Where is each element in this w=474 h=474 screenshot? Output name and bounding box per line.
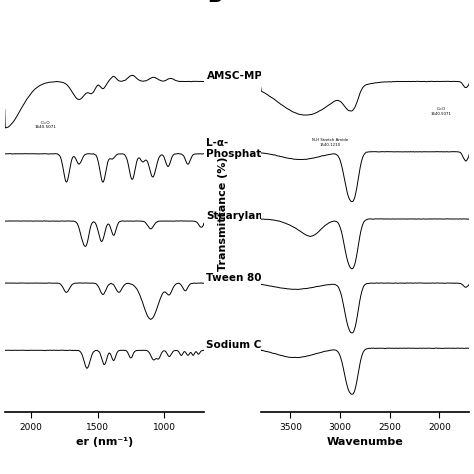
Text: C=O
1640.5071: C=O 1640.5071 (431, 107, 452, 116)
Text: L-α-
Phosphatidylcholine: L-α- Phosphatidylcholine (207, 138, 326, 159)
Text: C=O
1640.5071: C=O 1640.5071 (35, 121, 57, 129)
Text: AMSC-MP: AMSC-MP (207, 71, 263, 81)
X-axis label: er (nm⁻¹): er (nm⁻¹) (76, 438, 133, 447)
Text: Transmittance (%): Transmittance (%) (218, 156, 228, 271)
Text: Tween 80: Tween 80 (207, 273, 262, 283)
Text: N-H Stretch Amide
1540.1210: N-H Stretch Amide 1540.1210 (312, 138, 348, 147)
Text: Sodium Cholate: Sodium Cholate (207, 340, 300, 350)
Text: B: B (208, 0, 222, 6)
Text: Stearylamine: Stearylamine (207, 211, 285, 221)
X-axis label: Wavenumbe: Wavenumbe (327, 438, 403, 447)
